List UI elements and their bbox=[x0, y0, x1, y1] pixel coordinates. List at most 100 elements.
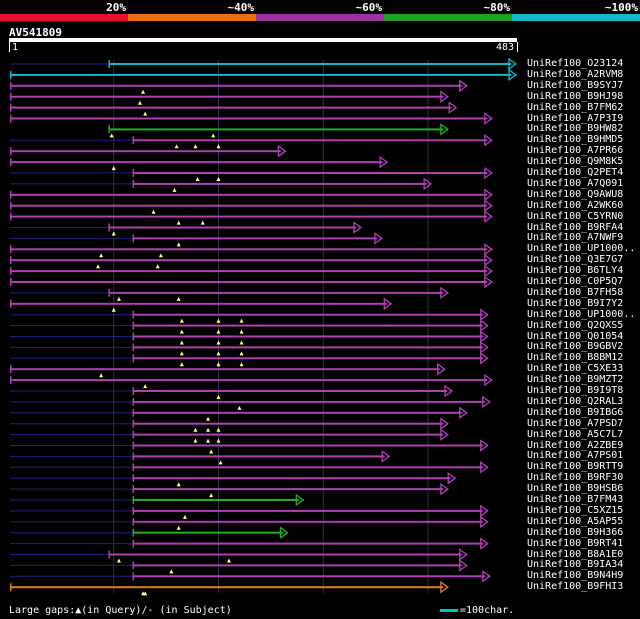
hit-end-arrow bbox=[480, 504, 489, 518]
hit-label[interactable]: UniRef100_C0P5Q7 bbox=[527, 276, 624, 287]
hit-bar bbox=[10, 259, 487, 262]
hit-label[interactable]: UniRef100_A7PS01 bbox=[527, 450, 624, 462]
hit-label[interactable]: UniRef100_A7P3I9 bbox=[527, 112, 624, 124]
query-gap-marker bbox=[158, 253, 163, 258]
hit-end-arrow bbox=[484, 373, 494, 387]
hit-label[interactable]: UniRef100_A7PR66 bbox=[527, 145, 624, 157]
hit-label[interactable]: UniRef100_A7PSD7 bbox=[527, 417, 624, 429]
query-gap-marker bbox=[176, 296, 181, 301]
hit-label[interactable]: UniRef100_Q2PET4 bbox=[527, 167, 624, 178]
hit-label[interactable]: UniRef100_Q01054 bbox=[527, 330, 624, 342]
hit-bar bbox=[132, 390, 448, 392]
hit-end-arrow bbox=[480, 537, 489, 550]
query-gap-marker bbox=[99, 373, 104, 378]
hit-label[interactable]: UniRef100_Q3E7G7 bbox=[527, 254, 624, 266]
query-gap-marker bbox=[169, 569, 174, 574]
hit-end-arrow bbox=[484, 275, 494, 289]
hit-label[interactable]: UniRef100_A7NWF9 bbox=[527, 232, 624, 244]
hit-bar bbox=[132, 433, 443, 436]
query-gap-marker bbox=[209, 449, 214, 454]
hit-label[interactable]: UniRef100_B9I9T8 bbox=[527, 385, 624, 396]
hit-bar bbox=[132, 346, 483, 349]
hit-label[interactable]: UniRef100_B9I7Y2 bbox=[527, 297, 624, 309]
query-gap-marker bbox=[143, 591, 148, 596]
hit-label[interactable]: UniRef100_A2ZBE9 bbox=[527, 439, 624, 451]
query-gap-marker bbox=[116, 296, 121, 301]
hit-start-tick bbox=[132, 452, 135, 461]
hit-end-arrow bbox=[440, 428, 450, 441]
hit-label[interactable]: UniRef100_B7FM43 bbox=[527, 494, 624, 505]
query-gap-marker bbox=[96, 264, 101, 269]
query-gap-marker bbox=[151, 209, 156, 214]
hit-label[interactable]: UniRef100_B9N4H9 bbox=[527, 570, 624, 582]
query-gap-marker bbox=[176, 525, 181, 530]
hit-label[interactable]: UniRef100_B9RFA4 bbox=[527, 221, 624, 233]
hit-end-arrow bbox=[480, 319, 489, 332]
hit-label[interactable]: UniRef100_B9RTT9 bbox=[527, 461, 624, 473]
hit-end-arrow bbox=[440, 123, 450, 136]
hit-label[interactable]: UniRef100_B9RT41 bbox=[527, 537, 624, 549]
hit-label[interactable]: UniRef100_B9FHI3 bbox=[527, 581, 624, 593]
hit-label[interactable]: UniRef100_B9H366 bbox=[527, 526, 624, 538]
hit-start-tick bbox=[10, 92, 12, 101]
hit-label[interactable]: UniRef100_B9GBV2 bbox=[527, 341, 624, 353]
hit-bar bbox=[132, 564, 462, 567]
hit-label[interactable]: UniRef100_B9HJ98 bbox=[527, 90, 624, 102]
query-ruler-frame bbox=[9, 42, 518, 52]
hit-label[interactable]: UniRef100_A2WK60 bbox=[527, 199, 624, 211]
hit-label[interactable]: UniRef100_B9IA34 bbox=[527, 559, 624, 571]
hit-start-tick bbox=[132, 310, 135, 319]
hit-bar bbox=[10, 248, 487, 251]
query-gap-marker bbox=[176, 482, 181, 487]
hit-label[interactable]: UniRef100_B9IBG6 bbox=[527, 406, 624, 418]
hit-label[interactable]: UniRef100_O23124 bbox=[527, 58, 624, 69]
hit-label[interactable]: UniRef100_C5XE33 bbox=[527, 363, 624, 375]
hit-end-arrow bbox=[383, 297, 393, 311]
query-gap-marker bbox=[141, 89, 146, 94]
hit-bar bbox=[132, 509, 483, 512]
hit-label[interactable]: UniRef100_Q2QXS5 bbox=[527, 319, 624, 331]
query-gap-marker bbox=[111, 231, 116, 236]
hit-label[interactable]: UniRef100_UP1000.. bbox=[527, 243, 636, 255]
hit-label[interactable]: UniRef100_B9MZT2 bbox=[527, 374, 624, 386]
hit-start-tick bbox=[132, 485, 135, 494]
query-gap-marker bbox=[206, 438, 211, 443]
hit-label[interactable]: UniRef100_UP1000.. bbox=[527, 308, 636, 320]
hit-label[interactable]: UniRef100_B9HMD5 bbox=[527, 134, 624, 146]
hit-end-arrow bbox=[480, 515, 489, 529]
hit-bar bbox=[10, 150, 281, 153]
hit-bar bbox=[108, 63, 511, 65]
hit-label[interactable]: UniRef100_C5YRN0 bbox=[527, 210, 624, 222]
hit-bar bbox=[132, 139, 487, 142]
hit-label[interactable]: UniRef100_B9RF30 bbox=[527, 472, 624, 484]
query-gap-marker bbox=[239, 329, 244, 334]
hit-bar bbox=[10, 106, 452, 109]
hit-label[interactable]: UniRef100_B9SYJ7 bbox=[527, 79, 624, 91]
query-gap-marker bbox=[182, 514, 187, 519]
hit-label[interactable]: UniRef100_B7FH58 bbox=[527, 286, 624, 298]
hit-label[interactable]: UniRef100_Q9AWU8 bbox=[527, 188, 624, 200]
hit-end-arrow bbox=[459, 559, 468, 572]
hit-end-arrow bbox=[480, 308, 489, 321]
query-gap-marker bbox=[179, 318, 184, 323]
hit-label[interactable]: UniRef100_B9HSB6 bbox=[527, 483, 624, 495]
identity-band-label: ~40% bbox=[227, 1, 255, 14]
hit-label[interactable]: UniRef100_B7FM62 bbox=[527, 101, 624, 113]
hit-label[interactable]: UniRef100_A2RVM8 bbox=[527, 68, 624, 80]
hit-label[interactable]: UniRef100_A7Q091 bbox=[527, 177, 624, 189]
query-gap-marker bbox=[193, 144, 198, 149]
hit-start-tick bbox=[10, 201, 12, 210]
hit-label[interactable]: UniRef100_B9HW82 bbox=[527, 123, 624, 135]
query-start-label: 1 bbox=[12, 42, 19, 53]
hit-label[interactable]: UniRef100_Q2RAL3 bbox=[527, 395, 624, 407]
hit-label[interactable]: UniRef100_B6TLY4 bbox=[527, 265, 624, 277]
hit-label[interactable]: UniRef100_A5AP55 bbox=[527, 515, 624, 527]
hit-label[interactable]: UniRef100_Q9M8K5 bbox=[527, 156, 624, 168]
hit-label[interactable]: UniRef100_B8A1E0 bbox=[527, 548, 624, 560]
hit-label[interactable]: UniRef100_C5XZ15 bbox=[527, 504, 624, 516]
hit-bar bbox=[132, 237, 377, 240]
hit-start-tick bbox=[132, 179, 135, 188]
hit-label[interactable]: UniRef100_B8BM12 bbox=[527, 352, 624, 364]
hit-label[interactable]: UniRef100_A5C7L7 bbox=[527, 428, 624, 440]
